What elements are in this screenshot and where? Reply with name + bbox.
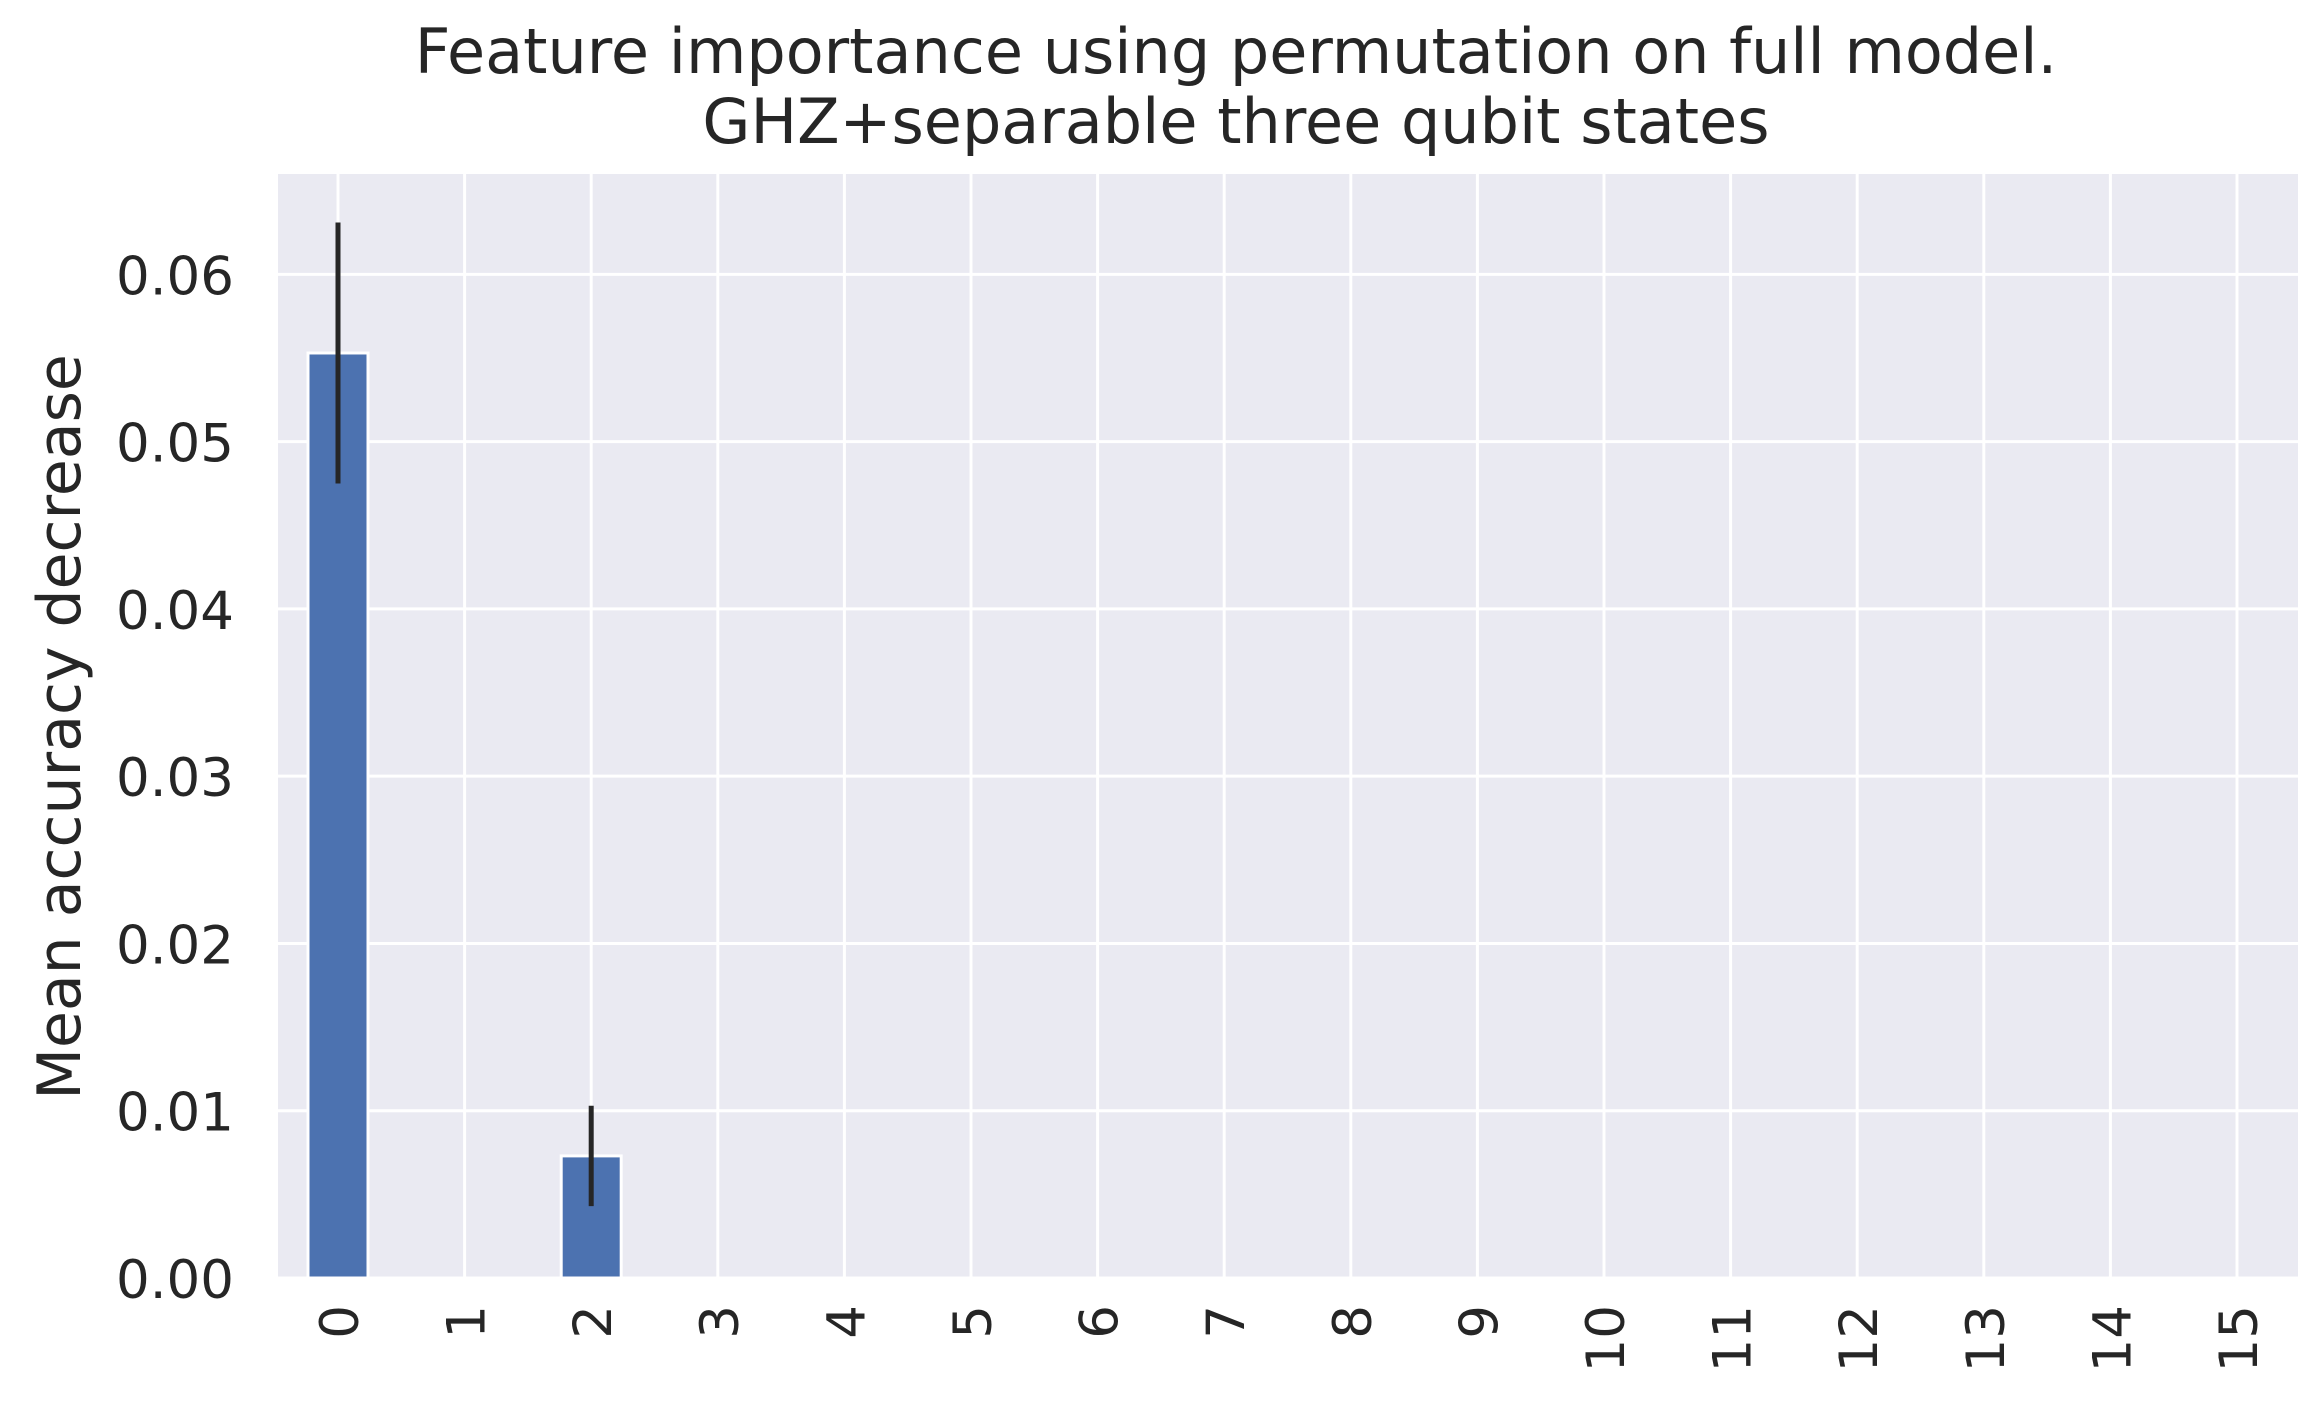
x-tick-label: 4 [816,1305,877,1339]
x-tick-label: 10 [1576,1305,1637,1372]
x-tick-label: 13 [1956,1305,2017,1372]
x-tick-label: 3 [690,1305,751,1339]
chart-title: Feature importance using permutation on … [415,15,2057,88]
y-tick-label: 0.03 [116,748,234,809]
x-tick-label: 8 [1323,1305,1384,1339]
plot-area [278,174,2298,1278]
y-tick-label: 0.02 [116,915,234,976]
error-bars [335,222,594,1207]
x-tick-label: 0 [310,1305,371,1339]
grid-lines [278,174,2298,1280]
x-tick-labels: 0 1 2 3 4 5 6 7 8 9 10 11 12 13 14 15 [310,1305,2270,1372]
y-tick-label: 0.04 [116,581,234,642]
x-tick-label: 11 [1703,1305,1764,1372]
y-tick-label: 0.06 [116,246,234,307]
x-tick-label: 5 [943,1305,1004,1339]
x-tick-label: 7 [1196,1305,1257,1339]
x-tick-label: 12 [1829,1305,1890,1372]
x-tick-label: 15 [2209,1305,2270,1372]
x-tick-label: 14 [2082,1305,2143,1372]
y-tick-label: 0.00 [116,1250,234,1311]
y-tick-labels: 0.00 0.01 0.02 0.03 0.04 0.05 0.06 [116,246,234,1311]
x-tick-label: 1 [437,1305,498,1339]
y-tick-label: 0.01 [116,1083,234,1144]
x-tick-label: 9 [1449,1305,1510,1339]
x-tick-label: 6 [1070,1305,1131,1339]
y-tick-label: 0.05 [116,414,234,475]
x-tick-label: 2 [563,1305,624,1339]
y-axis-label: Mean accuracy decrease [25,354,95,1100]
bars [306,351,623,1280]
bar-feature-0 [306,351,370,1280]
chart-subtitle: GHZ+separable three qubit states [702,85,1769,158]
